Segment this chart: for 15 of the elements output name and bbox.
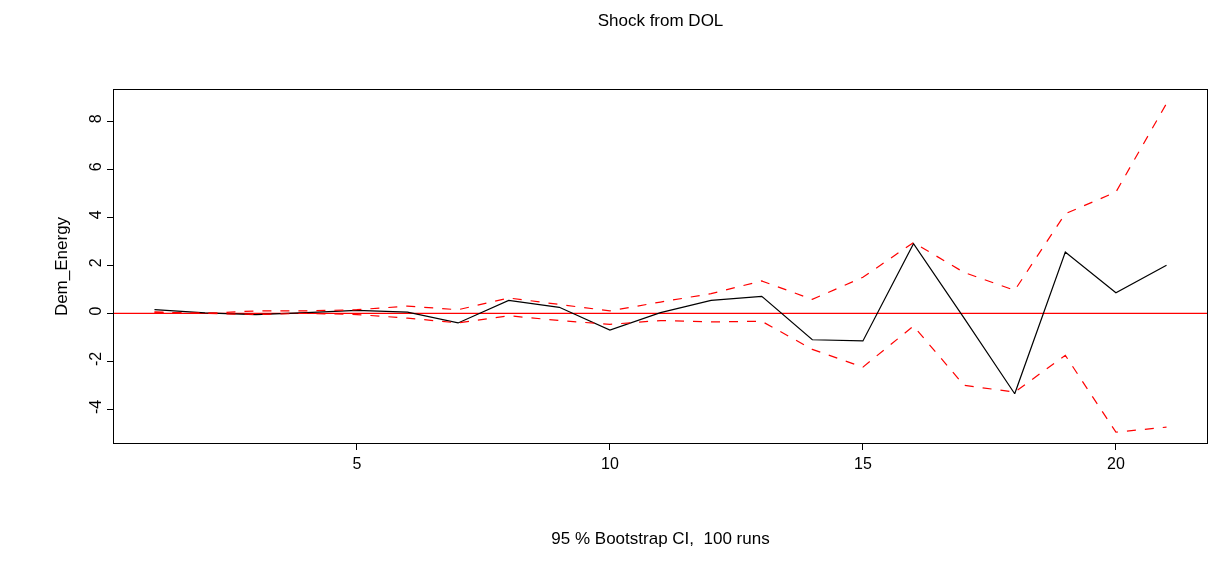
y-tick-label: 2 bbox=[86, 258, 104, 268]
y-tick-label: -4 bbox=[86, 399, 104, 415]
y-tick-label: 6 bbox=[86, 162, 104, 172]
x-tick-label: 10 bbox=[601, 455, 619, 473]
x-tick-label: 15 bbox=[854, 455, 872, 473]
x-tick-label: 5 bbox=[352, 455, 362, 473]
x-axis-title: 95 % Bootstrap CI, 100 runs bbox=[551, 528, 770, 548]
line-series bbox=[153, 243, 1168, 395]
chart-title: Shock from DOL bbox=[597, 11, 724, 31]
y-tick-label: -2 bbox=[86, 351, 104, 367]
x-tick-label: 20 bbox=[1107, 455, 1125, 473]
y-tick-label: 4 bbox=[86, 210, 104, 220]
y-tick-label: 0 bbox=[86, 306, 104, 316]
y-axis-title: Dem_Energy bbox=[52, 216, 72, 317]
y-tick-label: 8 bbox=[86, 114, 104, 124]
